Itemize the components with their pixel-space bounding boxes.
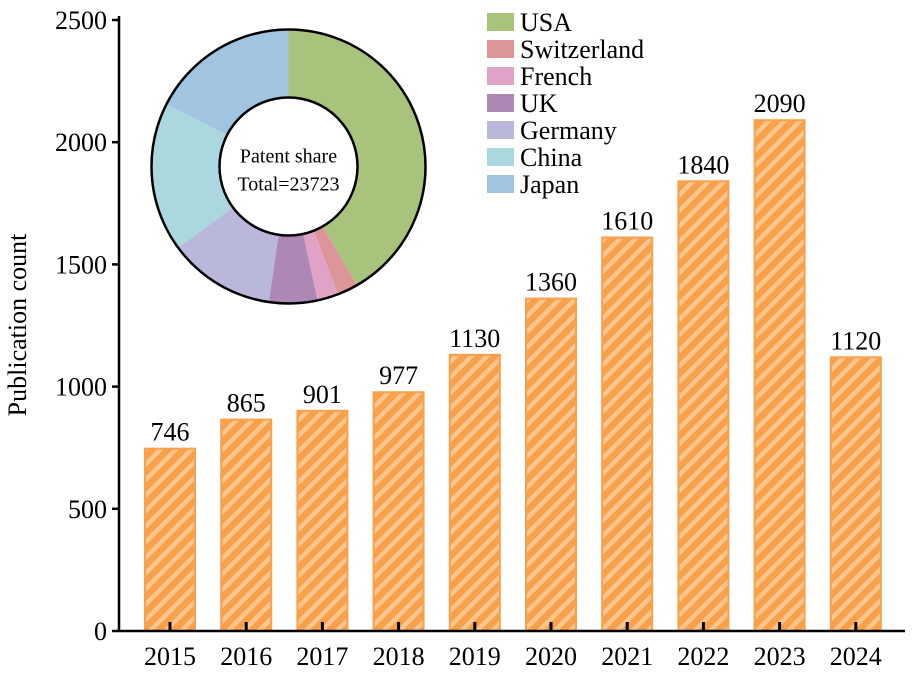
bar-2024: [829, 356, 882, 632]
bar-2016: [220, 418, 273, 632]
legend-swatch-switzerland: [487, 40, 514, 58]
legend-label: Japan: [520, 170, 579, 199]
x-tick-label: 2019: [449, 642, 501, 671]
axes: 0 500 1000 1500 2000 2500 2015 2016 2017 2018 2019…: [55, 6, 905, 671]
legend-label: French: [520, 62, 592, 91]
bar-2019: [448, 353, 501, 632]
x-tick-label: 2018: [373, 642, 425, 671]
pie-slice-germany: [178, 207, 279, 303]
legend-label: Switzerland: [520, 35, 644, 64]
bar-2023: [753, 119, 806, 632]
x-tick-label: 2023: [754, 642, 806, 671]
y-tick-label: 1500: [55, 250, 107, 279]
donut-outer-border: [150, 28, 427, 305]
legend-swatch-japan: [487, 175, 514, 193]
y-tick-label: 2000: [55, 128, 107, 157]
x-tick-label: 2017: [296, 642, 348, 671]
y-tick-label: 2500: [55, 6, 107, 35]
data-label: 1360: [525, 268, 577, 297]
y-tick-label: 0: [94, 617, 107, 646]
bar-2018: [372, 391, 425, 632]
data-label: 2090: [754, 89, 806, 118]
legend-label: USA: [520, 8, 572, 37]
y-tick-label: 1000: [55, 373, 107, 402]
bar-series: 746 865 901 977 1130 1360 1610 1840 2090 1120: [144, 89, 882, 633]
legend-swatch-germany: [487, 121, 514, 139]
x-tick-label: 2022: [677, 642, 729, 671]
bar-2015: [144, 447, 196, 633]
bar-2020: [525, 297, 577, 632]
x-tick-label: 2015: [144, 642, 196, 671]
legend-label: China: [520, 143, 583, 172]
data-label: 1610: [601, 207, 653, 236]
data-label: 901: [303, 380, 342, 409]
donut-center-title: Patent share: [240, 146, 337, 168]
bar-2021: [601, 236, 654, 633]
donut-chart: Patent share Total=23723: [150, 28, 427, 305]
donut-center-total: Total=23723: [237, 174, 339, 196]
y-axis-label: Publication count: [3, 233, 32, 416]
pie-slice-uk: [268, 233, 318, 304]
legend-swatch-uk: [487, 94, 514, 112]
legend-swatch-usa: [487, 13, 514, 31]
bar-2022: [677, 180, 730, 633]
legend-swatch-china: [487, 148, 514, 166]
legend-label: Germany: [520, 116, 617, 145]
x-tick-label: 2021: [601, 642, 653, 671]
x-tick-label: 2020: [525, 642, 577, 671]
data-label: 746: [151, 418, 190, 447]
legend-label: UK: [520, 89, 558, 118]
data-label: 1130: [449, 324, 500, 353]
donut-inner-border: [218, 96, 359, 237]
x-tick-label: 2016: [220, 642, 272, 671]
x-tick-label: 2024: [830, 642, 882, 671]
data-label: 1840: [677, 150, 729, 179]
pie-slice-french: [303, 230, 339, 301]
data-label: 977: [379, 361, 418, 390]
pie-slice-switzerland: [313, 226, 357, 295]
legend-swatch-french: [487, 67, 514, 85]
pie-slice-japan: [166, 29, 289, 136]
bar-2017: [296, 409, 349, 632]
pie-slice-china: [151, 104, 233, 248]
y-tick-label: 500: [68, 495, 107, 524]
data-label: 865: [227, 389, 266, 418]
data-label: 1120: [830, 326, 881, 355]
